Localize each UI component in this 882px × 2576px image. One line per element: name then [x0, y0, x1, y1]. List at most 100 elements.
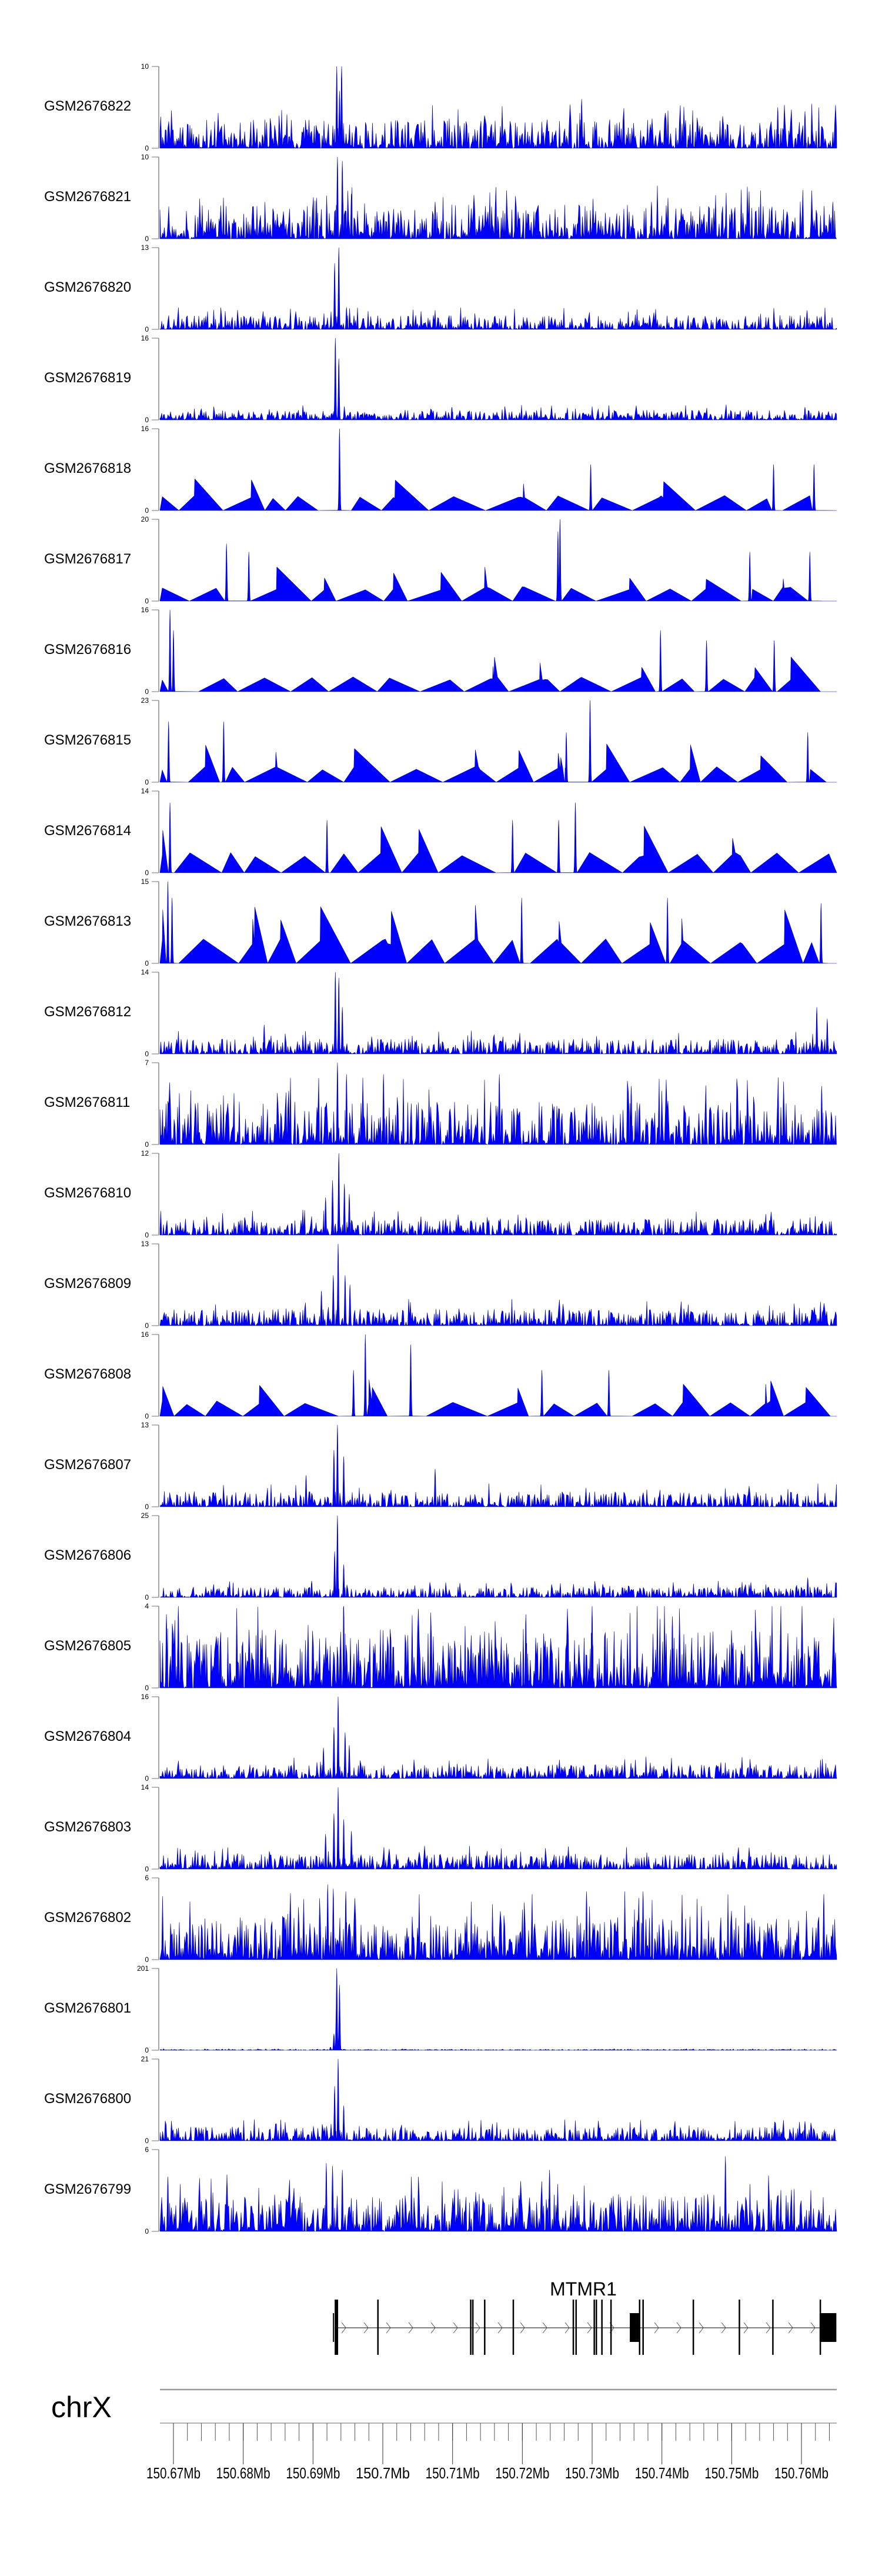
gene-exon — [610, 2300, 612, 2355]
y-tick-label-min: 0 — [145, 2227, 149, 2235]
gene-exon — [601, 2300, 603, 2355]
strand-arrow-icon — [386, 2322, 391, 2334]
track-GSM2676805: GSM2676805 4 0 — [44, 1602, 837, 1692]
track-GSM2676799: GSM2676799 6 0 — [44, 2145, 837, 2235]
gene-track: MTMR1 — [333, 2278, 837, 2355]
ruler-tick-label: 150.73Mb — [565, 2464, 619, 2482]
track-label: GSM2676809 — [44, 1276, 131, 1292]
strand-arrow-icon — [766, 2322, 771, 2334]
gene-exon — [470, 2300, 472, 2355]
coverage-area-GSM2676820 — [159, 247, 837, 330]
y-tick-label-max: 16 — [141, 334, 149, 342]
strand-arrow-icon — [654, 2322, 659, 2334]
coverage-area-GSM2676810 — [159, 1153, 837, 1236]
y-tick-label-max: 4 — [145, 1602, 149, 1610]
y-tick-label-min: 0 — [145, 1865, 149, 1873]
coverage-area-GSM2676821 — [159, 156, 837, 239]
track-label: GSM2676822 — [44, 98, 131, 114]
y-tick-label-min: 0 — [145, 597, 149, 605]
gene-exon — [472, 2300, 474, 2355]
coverage-area-GSM2676807 — [159, 1424, 837, 1507]
y-tick-label-min: 0 — [145, 1956, 149, 1964]
track-label: GSM2676820 — [44, 279, 131, 295]
y-tick-label-max: 25 — [141, 1511, 149, 1520]
coverage-area-GSM2676799 — [159, 2156, 837, 2232]
track-GSM2676801: GSM2676801 201 0 — [44, 1964, 837, 2054]
strand-arrow-icon — [810, 2322, 816, 2334]
coverage-area-GSM2676803 — [159, 1787, 837, 1870]
gene-exon — [772, 2300, 774, 2355]
gene-exon — [739, 2300, 740, 2355]
strand-arrow-icon — [497, 2322, 503, 2334]
coverage-area-GSM2676814 — [159, 802, 837, 873]
gene-exon — [572, 2300, 574, 2355]
coverage-area-GSM2676802 — [159, 1884, 837, 1960]
y-tick-label-min: 0 — [145, 2046, 149, 2054]
y-tick-label-min: 0 — [145, 1503, 149, 1511]
y-tick-label-max: 10 — [141, 62, 149, 71]
track-GSM2676812: GSM2676812 14 0 — [44, 968, 837, 1058]
gene-exon — [484, 2300, 486, 2355]
strand-arrow-icon — [341, 2322, 346, 2334]
track-label: GSM2676813 — [44, 913, 131, 929]
y-tick-label-max: 16 — [141, 425, 149, 433]
gene-exon — [377, 2300, 379, 2355]
y-tick-label-min: 0 — [145, 1774, 149, 1783]
coverage-area-GSM2676813 — [159, 881, 837, 964]
track-label: GSM2676815 — [44, 732, 131, 748]
track-label: GSM2676799 — [44, 2181, 131, 2197]
gene-utr-block — [630, 2313, 639, 2342]
track-label: GSM2676811 — [44, 1095, 130, 1110]
track-label: GSM2676803 — [44, 1819, 131, 1835]
coverage-area-GSM2676808 — [159, 1334, 837, 1417]
coverage-area-GSM2676812 — [159, 972, 837, 1055]
ruler-tick-label: 150.75Mb — [704, 2464, 759, 2482]
gene-exon — [335, 2300, 339, 2355]
gene-exon — [642, 2300, 644, 2355]
y-tick-label-min: 0 — [145, 144, 149, 152]
gene-exon — [512, 2300, 514, 2355]
y-tick-label-max: 14 — [141, 968, 149, 976]
track-GSM2676800: GSM2676800 21 0 — [44, 2055, 837, 2145]
y-tick-label-max: 201 — [137, 1964, 149, 1973]
track-label: GSM2676816 — [44, 642, 131, 658]
strand-arrow-icon — [676, 2322, 681, 2334]
gene-label: MTMR1 — [550, 2278, 617, 2300]
ruler-tick-label: 150.7Mb — [356, 2464, 410, 2482]
coverage-area-GSM2676818 — [159, 428, 837, 511]
gene-exon — [575, 2300, 577, 2355]
track-GSM2676806: GSM2676806 25 0 — [44, 1511, 837, 1601]
track-GSM2676808: GSM2676808 16 0 — [44, 1330, 837, 1420]
track-label: GSM2676817 — [44, 551, 131, 567]
ruler-tick-label: 150.68Mb — [216, 2464, 270, 2482]
gene-utr-block — [819, 2313, 837, 2342]
y-tick-label-max: 14 — [141, 787, 149, 795]
y-tick-label-max: 13 — [141, 1240, 149, 1248]
y-tick-label-min: 0 — [145, 325, 149, 333]
coverage-area-GSM2676822 — [159, 66, 837, 149]
strand-arrow-icon — [721, 2322, 726, 2334]
y-tick-label-min: 0 — [145, 1593, 149, 1601]
coverage-area-GSM2676811 — [159, 1062, 837, 1145]
track-label: GSM2676821 — [44, 189, 131, 205]
track-label: GSM2676805 — [44, 1638, 131, 1654]
track-label: GSM2676818 — [44, 461, 131, 476]
y-tick-label-max: 14 — [141, 1783, 149, 1791]
strand-arrow-icon — [475, 2322, 480, 2334]
y-tick-label-max: 16 — [141, 1693, 149, 1701]
gene-exon — [595, 2300, 597, 2355]
ruler-tick-label: 150.71Mb — [426, 2464, 480, 2482]
y-tick-label-max: 13 — [141, 1421, 149, 1429]
track-GSM2676811: GSM2676811 7 0 — [44, 1059, 837, 1149]
coverage-area-GSM2676804 — [159, 1696, 837, 1779]
y-tick-label-min: 0 — [145, 1140, 149, 1149]
coverage-area-GSM2676816 — [159, 609, 837, 692]
track-label: GSM2676819 — [44, 370, 131, 386]
track-label: GSM2676808 — [44, 1366, 131, 1382]
y-tick-label-max: 20 — [141, 515, 149, 523]
y-tick-label-max: 12 — [141, 1149, 149, 1157]
coverage-tracks: GSM2676822100GSM2676821100GSM2676820130G… — [44, 62, 837, 2235]
ruler-tick-label: 150.67Mb — [146, 2464, 201, 2482]
y-tick-label-min: 0 — [145, 1684, 149, 1692]
